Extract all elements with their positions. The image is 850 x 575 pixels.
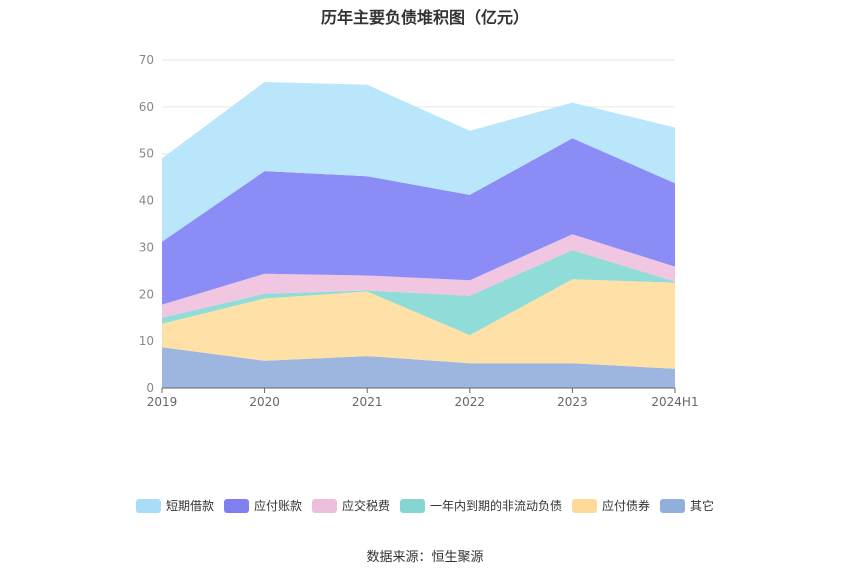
y-tick-label: 10 — [139, 334, 154, 348]
area-series-应付债券 — [162, 279, 675, 369]
y-tick-label: 50 — [139, 147, 154, 161]
legend-swatch — [572, 498, 598, 513]
chart-title: 历年主要负债堆积图（亿元） — [320, 8, 529, 27]
legend-item[interactable]: 其它 — [660, 497, 714, 514]
legend-label: 应交税费 — [341, 499, 390, 513]
legend-item[interactable]: 一年内到期的非流动负债 — [400, 497, 562, 514]
legend-swatch — [135, 498, 161, 513]
area-series-其它 — [162, 347, 675, 388]
legend-label: 应付债券 — [602, 499, 651, 513]
x-tick-label: 2021 — [352, 395, 383, 409]
x-tick-label: 2023 — [557, 395, 588, 409]
legend-item[interactable]: 应付账款 — [223, 497, 302, 514]
legend-label: 一年内到期的非流动负债 — [430, 499, 563, 513]
area-series-一年内到期的非流动负债 — [162, 250, 675, 336]
y-tick-label: 20 — [139, 287, 154, 301]
y-tick-label: 70 — [139, 53, 154, 67]
y-tick-label: 60 — [139, 100, 154, 114]
x-tick-label: 2020 — [249, 395, 280, 409]
legend-item[interactable]: 短期借款 — [135, 497, 214, 514]
y-tick-label: 30 — [139, 240, 154, 254]
area-series-应交税费 — [162, 234, 675, 318]
legend-swatch — [400, 498, 425, 513]
legend-swatch — [223, 498, 249, 513]
y-tick-label: 40 — [139, 194, 154, 208]
legend-label: 短期借款 — [165, 499, 214, 513]
x-tick-label: 2022 — [455, 395, 486, 409]
y-tick-label: 0 — [146, 381, 154, 395]
legend-label: 其它 — [690, 499, 715, 513]
x-tick-label: 2024H1 — [651, 395, 698, 409]
legend-label: 应付账款 — [253, 499, 302, 513]
data-source: 数据来源：恒生聚源 — [366, 550, 484, 565]
area-series-短期借款 — [162, 82, 675, 242]
stacked-areas — [162, 82, 675, 388]
legend-swatch — [311, 498, 337, 513]
axes: 0 10 20 30 40 50 60 70 2019 2020 2021 2022 2023 2024H… — [139, 53, 699, 409]
legend-item[interactable]: 应交税费 — [311, 497, 390, 514]
area-series-应付账款 — [162, 138, 675, 305]
x-tick-label: 2019 — [147, 395, 178, 409]
legend: 短期借款 应付账款 应交税费 一年内到期的非流动负债 应付债券 其它 — [0, 497, 850, 514]
legend-item[interactable]: 应付债券 — [572, 497, 650, 514]
legend-swatch — [660, 498, 686, 513]
